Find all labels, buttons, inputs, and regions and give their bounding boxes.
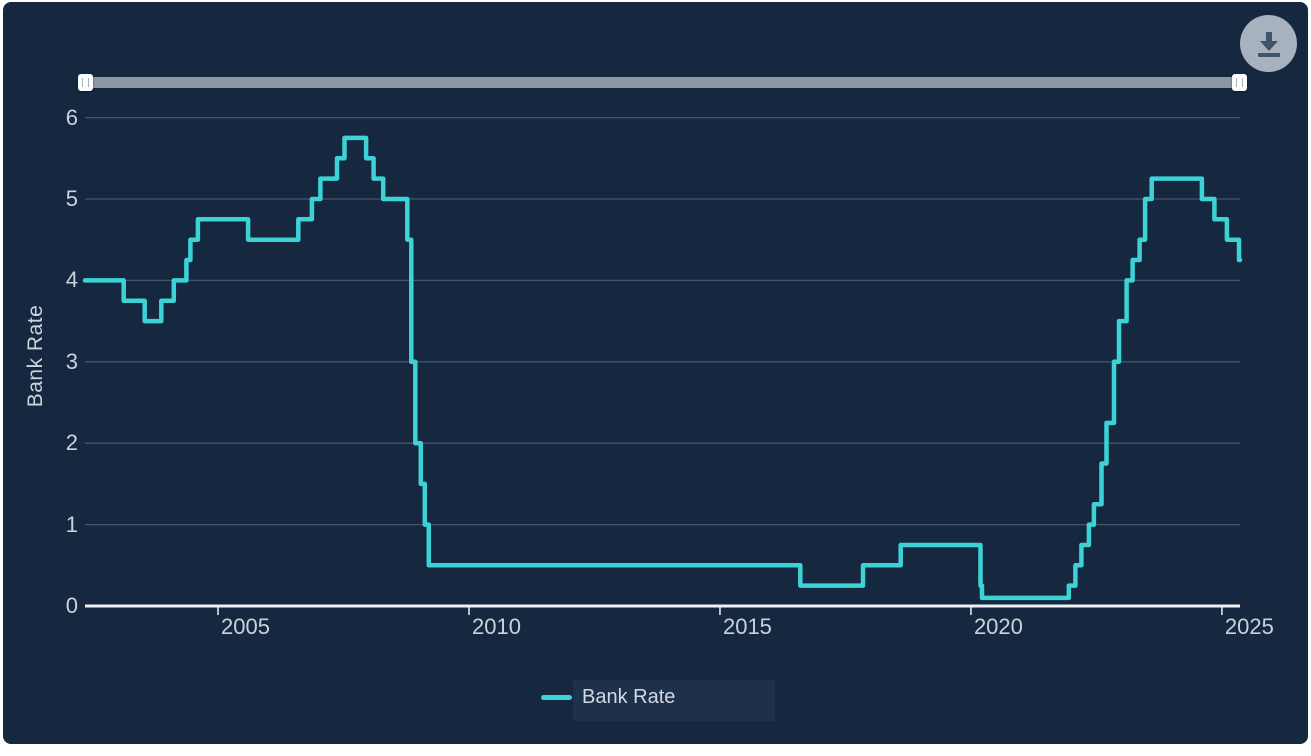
y-tick-label: 3 [65,348,78,374]
x-tick-label: 2025 [1224,614,1274,639]
download-icon [1256,30,1282,57]
x-tick-label: 2015 [722,614,772,639]
x-tick-label: 2010 [471,614,521,639]
slider-handle-right[interactable] [1232,74,1247,91]
y-tick-label: 2 [65,430,78,456]
slider-grip-icon [82,78,89,87]
y-axis-title: Bank Rate [24,304,47,408]
x-tick-label: 2020 [973,614,1023,639]
y-tick-label: 1 [65,511,78,537]
slider-grip-icon [1236,78,1243,87]
range-slider[interactable] [78,72,1247,94]
slider-handle-left[interactable] [78,74,93,91]
legend-label: Bank Rate [582,686,676,708]
y-tick-label: 6 [65,104,78,130]
download-button[interactable] [1240,15,1297,72]
y-tick-label: 4 [65,267,78,293]
legend-item-bank-rate[interactable]: Bank Rate [541,686,675,709]
legend-highlight [573,680,775,721]
x-tick-label: 2005 [221,614,270,639]
y-tick-label: 5 [65,186,78,211]
y-tick-label: 0 [65,593,78,618]
slider-track[interactable] [85,77,1240,88]
legend-line-swatch [541,695,572,700]
chart-panel [3,2,1308,744]
bank-rate-line[interactable] [82,135,1243,601]
